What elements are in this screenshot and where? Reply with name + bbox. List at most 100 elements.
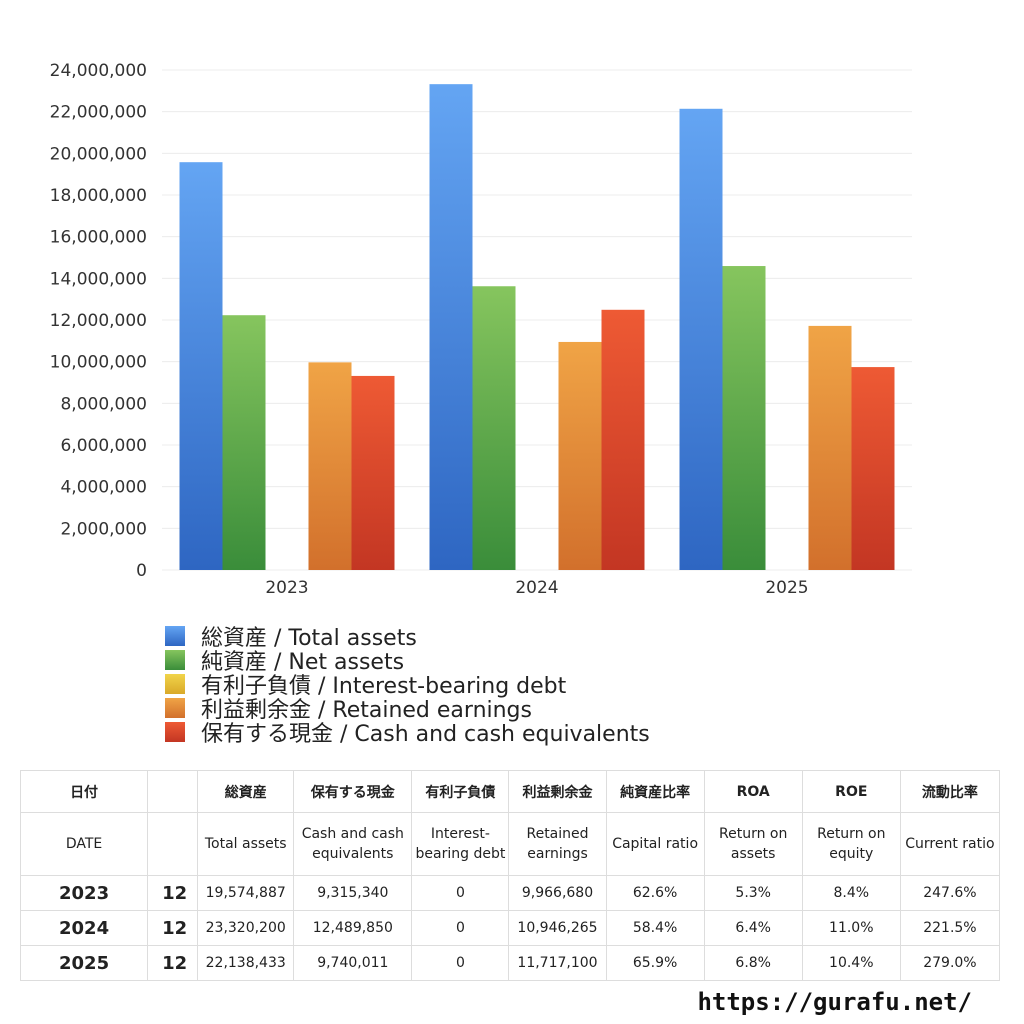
header-cell: Cash and cash equivalents [293,812,413,876]
table-cell: 6.4% [703,910,803,946]
legend-label: 利益剰余金 / Retained earnings [201,698,532,723]
bar [308,362,352,570]
y-tick-label: 12,000,000 [50,311,147,331]
header-cell: Capital ratio [605,812,705,876]
table-cell: 23,320,200 [197,910,295,946]
y-tick-label: 18,000,000 [50,186,147,206]
y-tick-label: 22,000,000 [50,103,147,123]
legend-label: 純資産 / Net assets [201,650,405,675]
table-cell: 2024 [19,910,149,946]
bar-chart: 0 2,000,000 4,000,000 6,000,000 8,000,000 10,… [50,61,912,598]
x-tick-label: 2025 [765,578,808,598]
legend-item-interest-bearing-debt: 有利子負債 / Interest-bearing debt [165,672,650,699]
bars [179,84,895,570]
y-tick-label: 16,000,000 [50,228,147,248]
table-cell: 12 [147,875,199,911]
table-cell: 62.6% [605,875,705,911]
bar [351,375,395,570]
legend-label: 保有する現金 / Cash and cash equivalents [201,722,650,747]
table-cell: 12,489,850 [293,910,413,946]
table-cell: 6.8% [703,945,803,981]
chart-legend: 総資産 / Total assets 純資産 / Net assets 有利子負… [165,624,650,747]
table-cell: 10,946,265 [508,910,607,946]
y-tick-label: 2,000,000 [60,519,147,539]
table-cell: 0 [411,910,510,946]
y-tick-label: 20,000,000 [50,144,147,164]
table-cell: 9,966,680 [508,875,607,911]
legend-swatch [165,674,185,694]
site-url[interactable]: https://gurafu.net/ [697,988,972,1016]
header-cell: Return on equity [801,812,901,876]
table-cell: 2023 [19,875,149,911]
table-cell: 0 [411,875,510,911]
header-cell: 保有する現金 [293,770,413,813]
header-cell: 利益剰余金 [508,770,607,813]
table-cell: 0 [411,945,510,981]
table-cell: 247.6% [899,875,1001,911]
table-cell: 19,574,887 [197,875,295,911]
y-axis-ticks: 0 2,000,000 4,000,000 6,000,000 8,000,000 10,… [50,61,147,581]
bar [808,325,852,570]
table-cell: 12 [147,945,199,981]
header-cell: Current ratio [899,812,1001,876]
y-tick-label: 14,000,000 [50,269,147,289]
table-cell: 8.4% [801,875,901,911]
table-cell: 11,717,100 [508,945,607,981]
bar [722,266,766,570]
x-axis-ticks: 2023 2024 2025 [265,578,808,598]
table-cell: 279.0% [899,945,1001,981]
table-cell: 10.4% [801,945,901,981]
x-tick-label: 2023 [265,578,308,598]
bar [679,108,723,570]
header-cell [147,770,199,813]
header-cell: ROE [801,770,901,813]
table-cell: 221.5% [899,910,1001,946]
header-cell: Retained earnings [508,812,607,876]
y-tick-label: 4,000,000 [60,478,147,498]
bar [851,367,895,570]
y-tick-label: 6,000,000 [60,436,147,456]
y-tick-label: 10,000,000 [50,353,147,373]
bar [429,84,473,570]
legend-swatch [165,698,185,718]
header-cell: DATE [19,812,149,876]
table-header-en: DATE Total assets Cash and cash equivale… [19,812,1001,876]
bar [558,341,602,570]
y-tick-label: 0 [136,561,147,581]
header-cell: 純資産比率 [605,770,705,813]
header-cell: Total assets [197,812,295,876]
legend-swatch [165,650,185,670]
header-cell [147,812,199,876]
header-cell: Interest-bearing debt [411,812,510,876]
header-cell: 有利子負債 [411,770,510,813]
table-cell: 2025 [19,945,149,981]
legend-item-cash: 保有する現金 / Cash and cash equivalents [165,720,650,747]
header-cell: 流動比率 [899,770,1001,813]
bar [472,286,516,570]
x-tick-label: 2024 [515,578,558,598]
legend-label: 総資産 / Total assets [201,626,417,651]
financial-table: 日付 総資産 保有する現金 有利子負債 利益剰余金 純資産比率 ROA ROE … [19,770,1001,981]
table-cell: 11.0% [801,910,901,946]
legend-swatch [165,722,185,742]
table-cell: 12 [147,910,199,946]
table-cell: 9,315,340 [293,875,413,911]
table-cell: 5.3% [703,875,803,911]
legend-item-net-assets: 純資産 / Net assets [165,648,650,675]
y-tick-label: 8,000,000 [60,394,147,414]
table-header-jp: 日付 総資産 保有する現金 有利子負債 利益剰余金 純資産比率 ROA ROE … [19,770,1001,813]
table-cell: 65.9% [605,945,705,981]
legend-swatch [165,626,185,646]
legend-item-retained-earnings: 利益剰余金 / Retained earnings [165,696,650,723]
table-row: 2023 12 19,574,887 9,315,340 0 9,966,680… [19,875,1001,911]
y-tick-label: 24,000,000 [50,61,147,81]
table-row: 2025 12 22,138,433 9,740,011 0 11,717,10… [19,945,1001,981]
table-cell: 22,138,433 [197,945,295,981]
table-row: 2024 12 23,320,200 12,489,850 0 10,946,2… [19,910,1001,946]
header-cell: ROA [703,770,803,813]
header-cell: Return on assets [703,812,803,876]
bar [222,315,266,570]
table-cell: 9,740,011 [293,945,413,981]
header-cell: 総資産 [197,770,295,813]
header-cell: 日付 [19,770,149,813]
